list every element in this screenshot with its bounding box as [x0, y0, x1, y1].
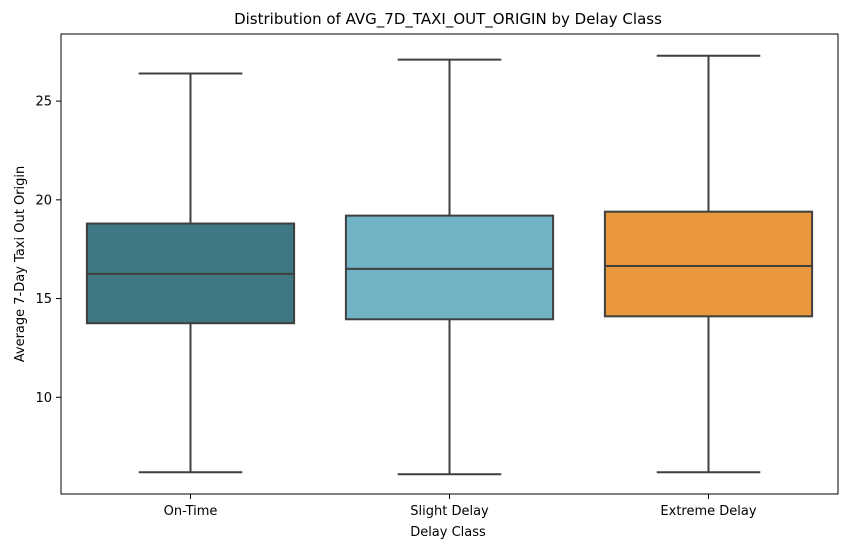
x-tick-label: On-Time: [164, 504, 218, 519]
plot-area: 10 15 20 25 On-Time Slight Delay Extreme Delay: [35, 33, 839, 519]
y-axis-label: Average 7-Day Taxi Out Origin: [13, 166, 28, 362]
y-tick-label: 15: [35, 292, 52, 307]
y-tick-label: 10: [35, 391, 52, 406]
x-axis-label: Delay Class: [410, 525, 486, 540]
box-group: [85, 72, 296, 474]
x-tick-label: Extreme Delay: [660, 504, 756, 519]
y-tick-label: 20: [35, 193, 52, 208]
box-iqr: [603, 210, 814, 318]
chart-title: Distribution of AVG_7D_TAXI_OUT_ORIGIN b…: [234, 10, 662, 29]
box-iqr: [344, 214, 555, 321]
box-group: [603, 54, 814, 474]
box-group: [344, 58, 555, 476]
x-tick-label: Slight Delay: [410, 504, 489, 519]
y-tick-label: 25: [35, 95, 52, 110]
